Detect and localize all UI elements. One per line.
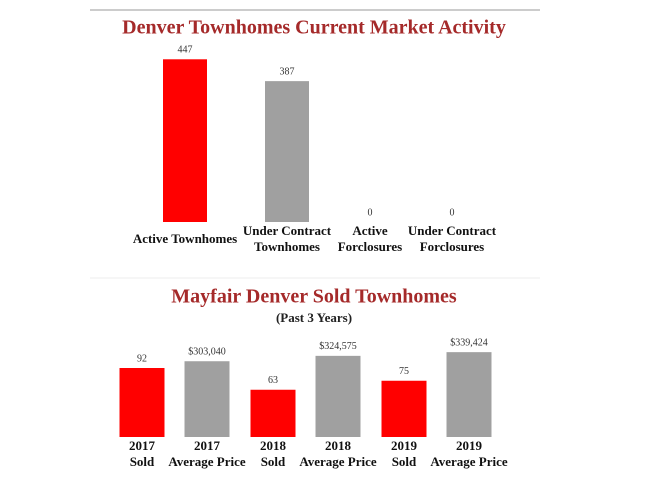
bar (381, 380, 427, 437)
value-label: 92 (137, 353, 147, 364)
x-tick-label: Forclosures (338, 239, 403, 254)
bar (184, 361, 230, 437)
x-tick-label: Sold (261, 454, 286, 469)
value-label: $303,040 (188, 347, 226, 358)
x-tick-label: Under Contract (408, 223, 497, 238)
bar (250, 389, 296, 437)
value-label: 0 (368, 207, 373, 218)
value-label: 63 (268, 375, 278, 386)
x-tick-label: Sold (130, 454, 155, 469)
x-tick-label: 2018 (325, 438, 352, 453)
x-tick-label: Active Townhomes (133, 231, 237, 246)
x-tick-label: Forclosures (420, 239, 485, 254)
x-tick-label: 2019 (456, 438, 483, 453)
bar (315, 355, 361, 437)
bar (446, 352, 492, 437)
bar (119, 368, 165, 437)
x-tick-label: Average Price (299, 454, 377, 469)
x-tick-label: 2017 (129, 438, 156, 453)
x-tick-label: 2017 (194, 438, 221, 453)
x-tick-label: Sold (392, 454, 417, 469)
value-label: $324,575 (319, 341, 357, 352)
bar (265, 81, 309, 222)
value-label: 0 (450, 207, 455, 218)
x-tick-label: Average Price (430, 454, 508, 469)
bar (163, 59, 207, 223)
x-tick-label: Active (352, 223, 388, 238)
value-label: 387 (280, 66, 295, 77)
value-label: $339,424 (450, 337, 488, 348)
value-label: 75 (399, 366, 409, 377)
chart-title: Denver Townhomes Current Market Activity (122, 17, 506, 39)
x-tick-label: Average Price (168, 454, 246, 469)
chart-subtitle: (Past 3 Years) (276, 310, 352, 325)
x-tick-label: Townhomes (254, 239, 320, 254)
x-tick-label: 2018 (260, 438, 287, 453)
value-label: 447 (178, 45, 193, 56)
x-tick-label: 2019 (391, 438, 418, 453)
chart-title: Mayfair Denver Sold Townhomes (171, 286, 457, 308)
x-tick-label: Under Contract (243, 223, 332, 238)
